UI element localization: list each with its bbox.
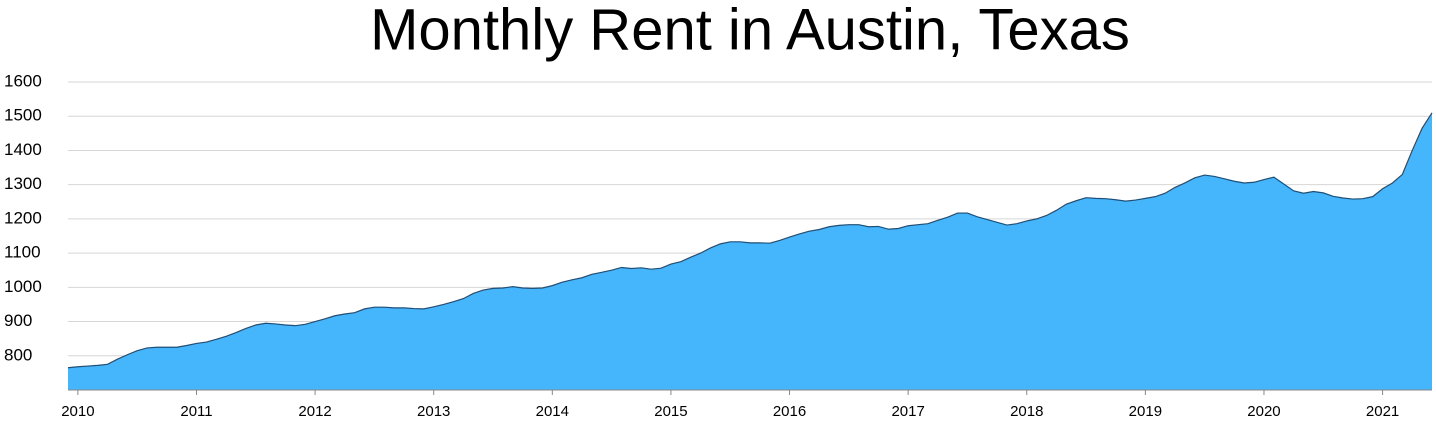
y-tick-label: 1000 [4, 277, 42, 296]
x-tick-label: 2015 [654, 403, 687, 420]
x-tick-label: 2013 [417, 403, 450, 420]
y-tick-label: 900 [4, 311, 32, 330]
y-tick-label: 1600 [4, 71, 42, 90]
y-tick-label: 1300 [4, 174, 42, 193]
area-line [67, 112, 1433, 369]
chart-title: Monthly Rent in Austin, Texas [370, 0, 1130, 62]
area [68, 112, 1432, 391]
x-tick-label: 2017 [891, 403, 924, 420]
x-tick-label: 2011 [180, 403, 212, 420]
y-tick-label: 1400 [4, 140, 42, 159]
y-tick-label: 1100 [4, 243, 41, 262]
y-tick-label: 1200 [4, 208, 42, 227]
y-tick-label: 1500 [4, 106, 42, 125]
x-tick-label: 2021 [1366, 403, 1399, 420]
x-tick-label: 2016 [773, 403, 806, 420]
y-tick-label: 800 [4, 345, 32, 364]
x-tick-label: 2014 [536, 403, 569, 420]
x-tick-label: 2019 [1129, 403, 1162, 420]
x-tick-label: 2020 [1247, 403, 1280, 420]
x-tick-label: 2012 [298, 403, 331, 420]
x-tick-label: 2018 [1010, 403, 1043, 420]
x-tick-label: 2010 [61, 403, 94, 420]
